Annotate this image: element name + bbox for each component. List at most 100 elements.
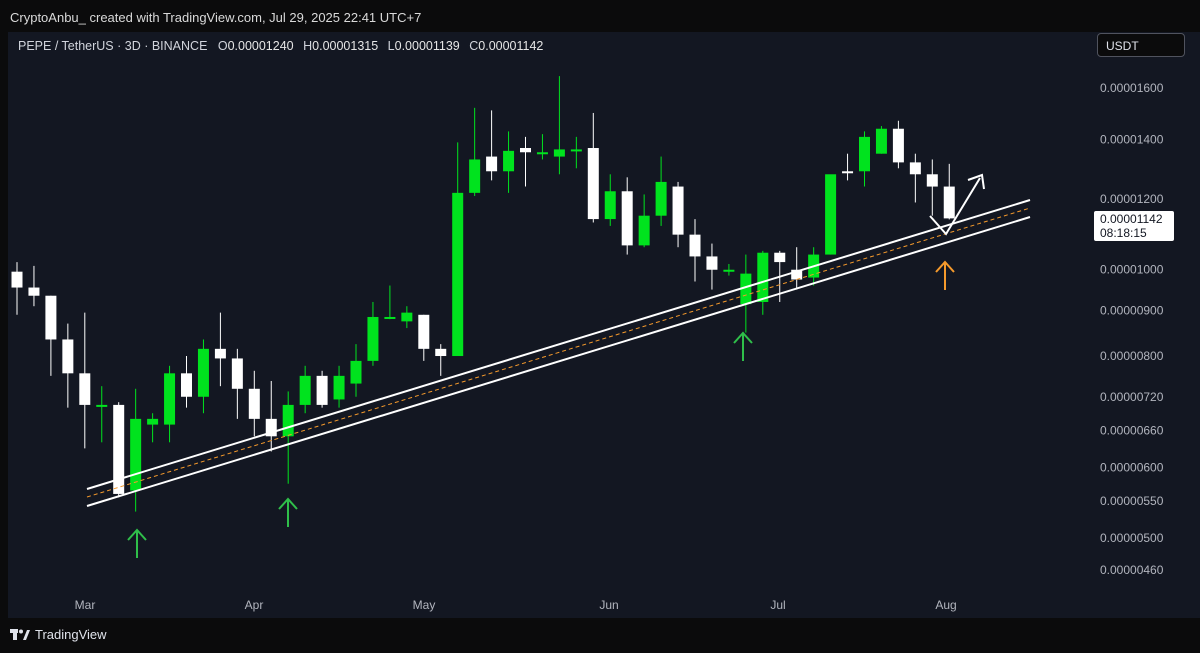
candle-down [926, 174, 938, 187]
up-arrow-icon [935, 260, 955, 290]
tradingview-brand: TradingView [35, 627, 107, 642]
price-tick-label: 0.00000900 [1100, 303, 1164, 317]
candle-up [333, 375, 345, 400]
low-label: L [387, 39, 395, 53]
price-tick-label: 0.00000550 [1100, 494, 1164, 508]
time-tick-label: Jun [599, 598, 618, 612]
candle-up [740, 273, 752, 305]
candle-up [553, 149, 565, 157]
candle-down [45, 295, 57, 340]
candle-down [418, 314, 430, 349]
close-value: 0.00001142 [478, 39, 544, 53]
up-arrow-icon [733, 331, 753, 361]
channel-lower-line [86, 216, 1031, 507]
candle-down [943, 186, 955, 219]
candle-up [401, 312, 413, 322]
price-tick-label: 0.00000600 [1100, 460, 1164, 474]
candle-down [316, 375, 328, 405]
candle-down [689, 234, 701, 257]
candle-up [130, 418, 142, 491]
candle-up [757, 252, 769, 302]
projection-path [929, 177, 981, 236]
candle-up [96, 404, 108, 407]
candle-down [486, 156, 498, 172]
candle-down [774, 252, 786, 263]
candle-up [604, 191, 616, 220]
header-bar [0, 0, 1200, 32]
candle-up [282, 404, 294, 437]
time-tick-label: May [413, 598, 436, 612]
candle-up [536, 152, 548, 155]
candle-up [503, 150, 515, 172]
candle-down [791, 269, 803, 280]
support-channel [86, 199, 1031, 507]
up-arrow-icon [127, 528, 147, 558]
price-tick-label: 0.00000460 [1100, 563, 1164, 577]
candle-down [587, 148, 599, 220]
candle-down [842, 171, 854, 174]
candles-group [11, 76, 955, 512]
tradingview-icon [10, 628, 30, 640]
footer-bar [0, 618, 1200, 653]
candle-up [384, 316, 396, 319]
price-axis: 0.00001600 0.00001400 0.00001200 0.00001000… [1100, 81, 1164, 577]
candle-up [825, 174, 837, 255]
candle-down [113, 404, 125, 494]
price-tick-label: 0.00001400 [1100, 133, 1164, 147]
candle-up [147, 418, 159, 425]
currency-selector[interactable]: USDT [1097, 33, 1185, 57]
price-tick-label: 0.00001000 [1100, 263, 1164, 277]
candle-up [723, 269, 735, 272]
last-price-label: 0.00001142 08:18:15 [1094, 211, 1174, 241]
candle-up [859, 136, 870, 172]
candle-up [299, 375, 311, 405]
close-label: C [469, 39, 479, 53]
candle-up [197, 348, 209, 397]
candle-down [79, 373, 91, 405]
candle-down [28, 287, 40, 296]
low-value: 0.00001139 [394, 39, 460, 53]
candle-down [11, 271, 23, 288]
candle-up [367, 316, 379, 361]
time-tick-label: Jul [770, 598, 785, 612]
time-tick-label: Mar [75, 598, 96, 612]
candle-up [452, 192, 464, 357]
time-axis: Mar Apr May Jun Jul Aug [75, 598, 957, 612]
price-tick-label: 0.00000500 [1100, 531, 1164, 545]
candle-down [214, 348, 226, 359]
price-tick-label: 0.00001200 [1100, 192, 1164, 206]
chart-credit: CryptoAnbu_ created with TradingView.com… [10, 10, 422, 25]
channel-mid-line [86, 207, 1031, 498]
candle-down [520, 148, 531, 153]
candle-down [62, 339, 74, 374]
candle-up [164, 373, 176, 425]
time-tick-label: Apr [245, 598, 264, 612]
tradingview-logo[interactable]: TradingView [10, 627, 107, 642]
symbol-label[interactable]: PEPE / TetherUS · 3D · BINANCE [18, 39, 208, 53]
green-up-arrows [127, 331, 753, 558]
last-price-value: 0.00001142 [1100, 212, 1163, 226]
open-value: 0.00001240 [227, 39, 294, 53]
time-tick-label: Aug [935, 598, 956, 612]
high-value: 0.00001315 [312, 39, 379, 53]
price-tick-label: 0.00000800 [1100, 349, 1164, 363]
projection-arrow [929, 173, 985, 236]
price-tick-label: 0.00001600 [1100, 81, 1164, 95]
candle-down [248, 388, 260, 419]
candle-up [350, 360, 362, 384]
candle-up [469, 159, 481, 193]
candle-up [638, 215, 650, 246]
price-tick-label: 0.00000660 [1100, 423, 1164, 437]
high-label: H [303, 39, 313, 53]
candle-down [181, 373, 192, 397]
candle-down [265, 418, 277, 437]
orange-up-arrow [935, 260, 955, 290]
candle-down [672, 186, 684, 235]
channel-upper-line [86, 199, 1031, 490]
symbol-legend: PEPE / TetherUS · 3D · BINANCE O0.000012… [18, 39, 549, 53]
candle-down [435, 348, 447, 357]
open-label: O [217, 39, 228, 53]
last-price-countdown: 08:18:15 [1100, 226, 1147, 240]
chart-pane[interactable] [8, 32, 1200, 618]
